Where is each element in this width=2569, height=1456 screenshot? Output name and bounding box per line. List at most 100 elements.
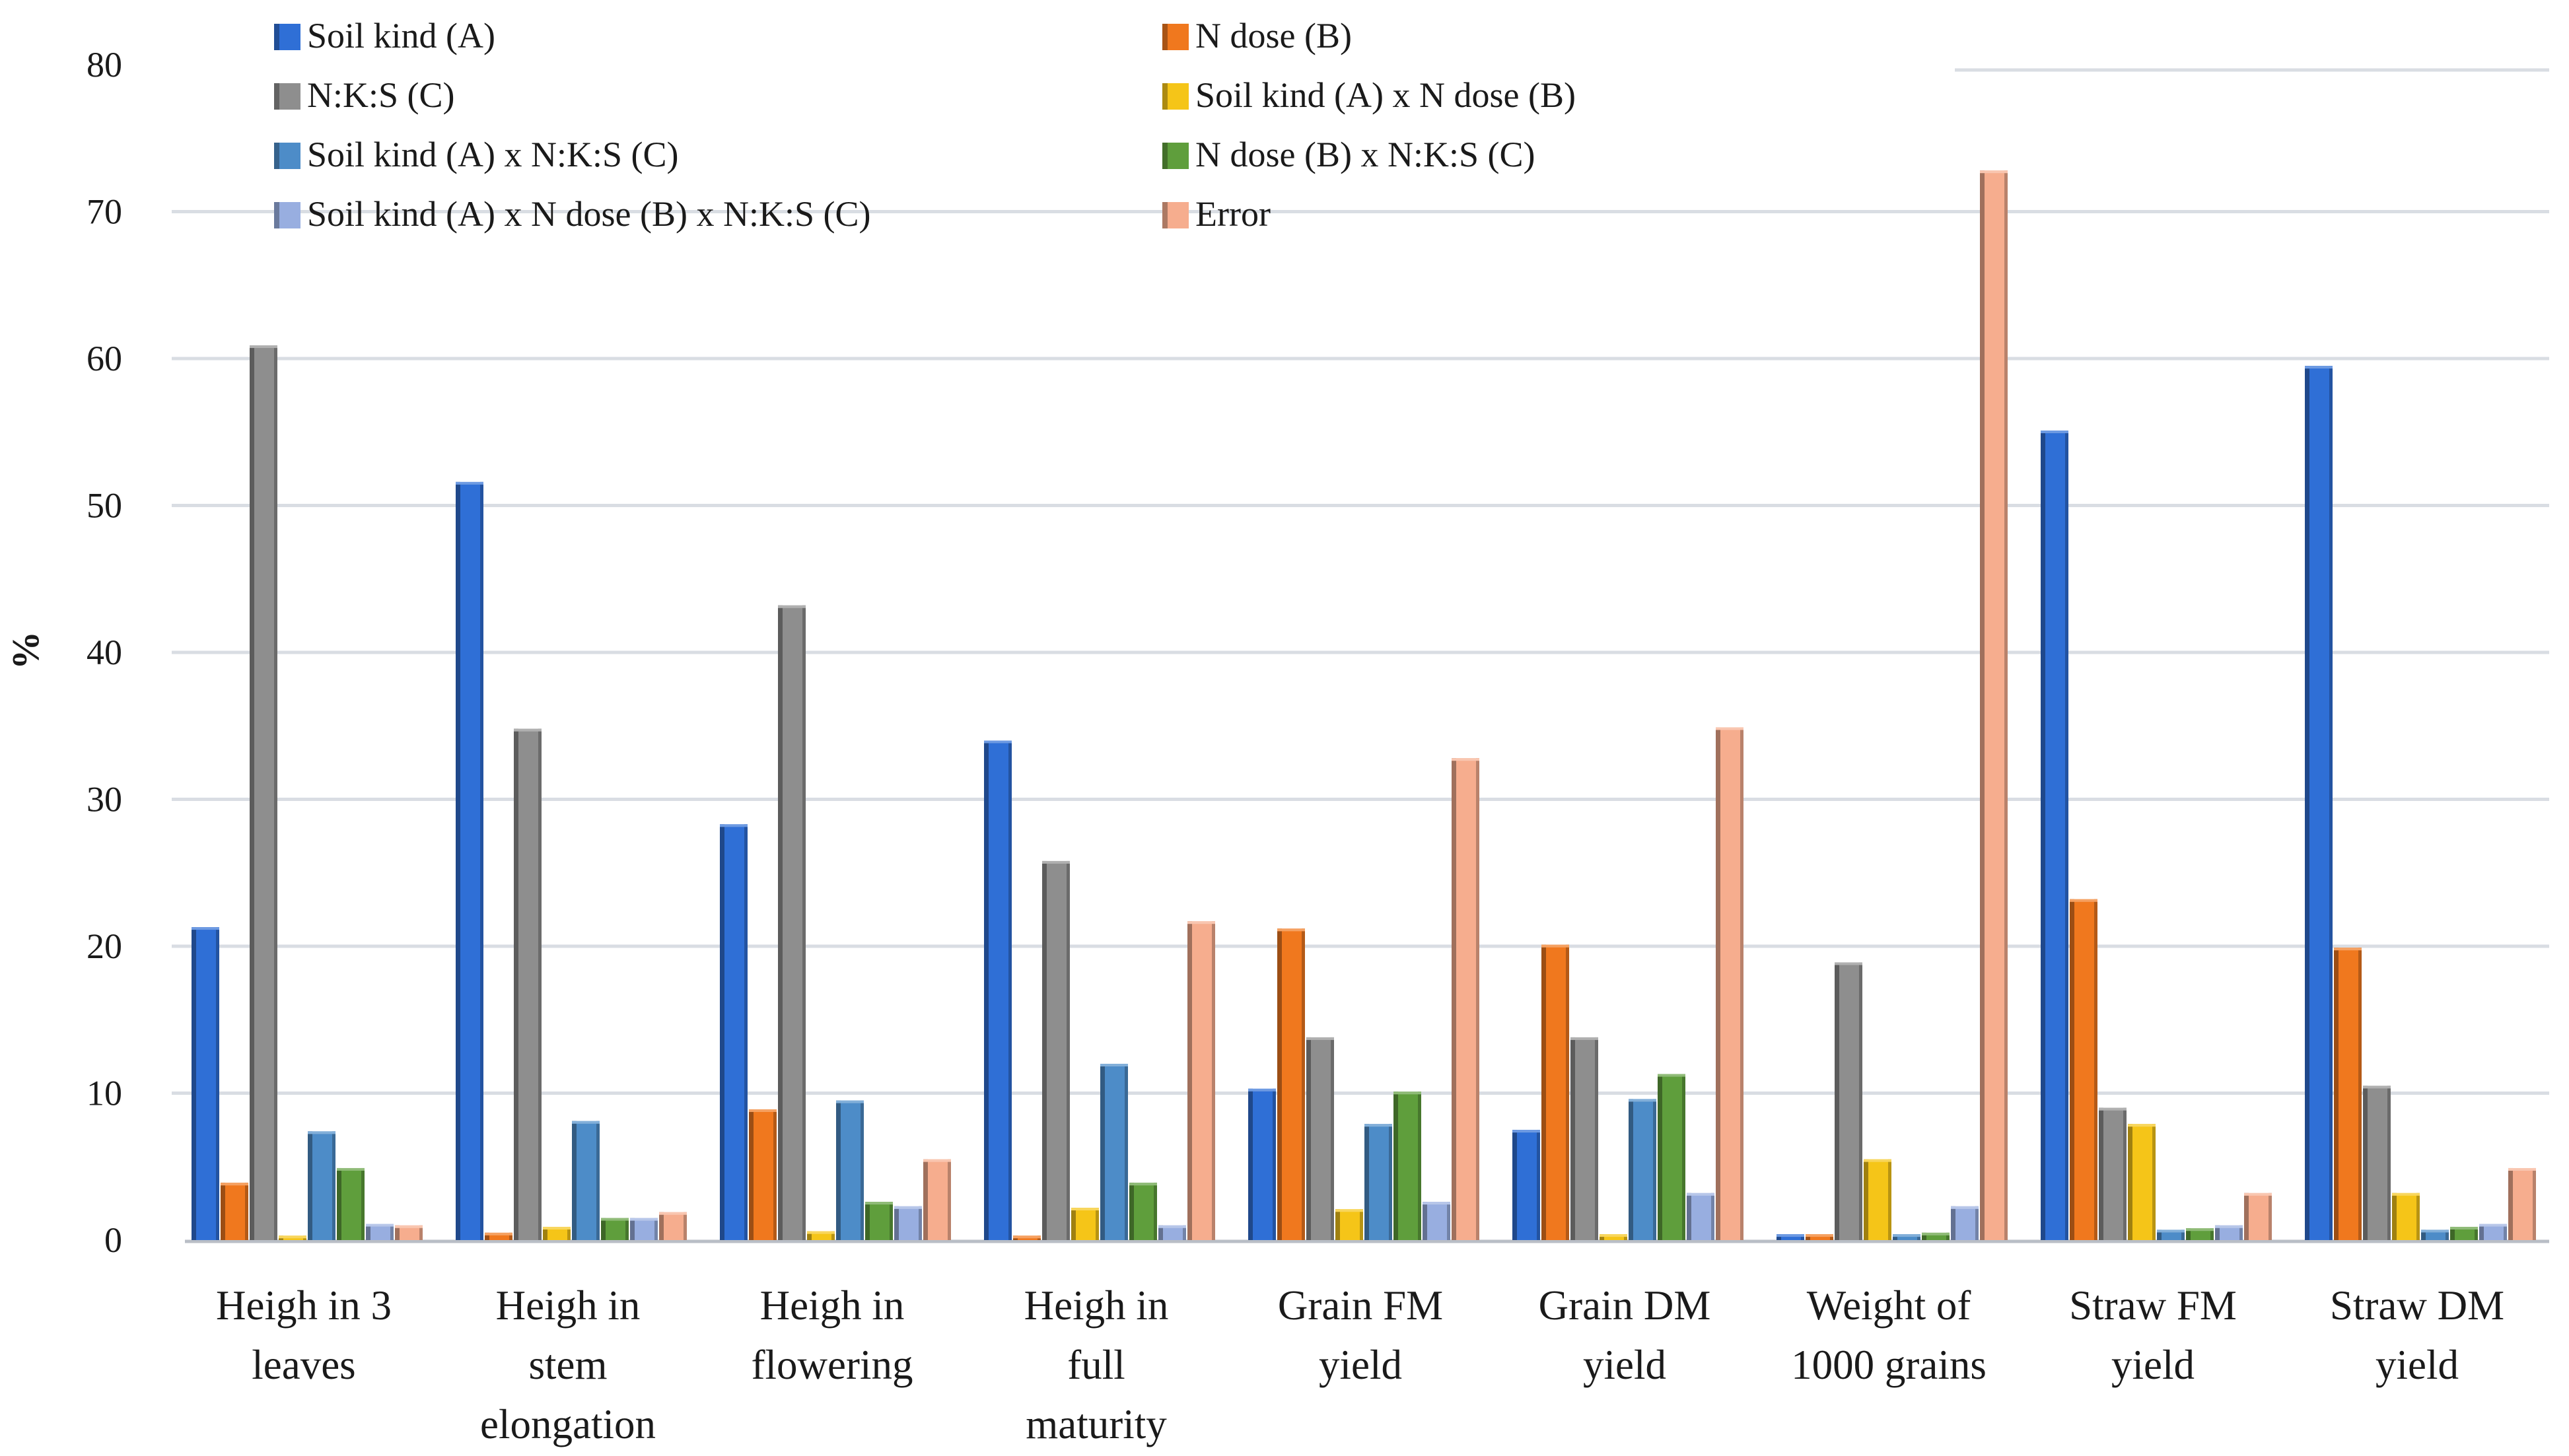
bar-top	[1364, 1124, 1392, 1127]
bar	[2157, 1230, 2185, 1240]
bar-top	[366, 1224, 394, 1227]
bar-edge	[1682, 1074, 1685, 1240]
bar-top	[2215, 1225, 2243, 1228]
bar-top	[2244, 1193, 2272, 1196]
bar-edge	[807, 1231, 812, 1240]
bar	[2099, 1107, 2127, 1240]
bar-edge	[572, 1121, 577, 1240]
legend-item: Soil kind (A)	[274, 16, 495, 55]
bar	[1187, 921, 1215, 1240]
bar-edge	[509, 1232, 512, 1240]
bar-edge	[2244, 1193, 2249, 1240]
x-tick-label: Heigh in full maturity	[1024, 1282, 1169, 1447]
bar	[1922, 1232, 1950, 1240]
bar-edge	[1859, 962, 1862, 1240]
bar-face	[1922, 1232, 1950, 1240]
bar-top	[659, 1212, 687, 1215]
bar	[2508, 1167, 2536, 1240]
bar-edge	[2004, 170, 2008, 1241]
bar	[659, 1212, 687, 1240]
bar	[984, 740, 1012, 1240]
bar-edge	[596, 1121, 600, 1240]
bar-face	[1777, 1234, 1804, 1240]
bar-edge	[1067, 860, 1070, 1240]
bar	[395, 1225, 423, 1240]
bar-edge	[2181, 1230, 2185, 1240]
legend-item: Soil kind (A) x N dose (B) x N:K:S (C)	[274, 194, 870, 234]
bar-edge	[1658, 1074, 1662, 1240]
bar-top	[2099, 1107, 2127, 1111]
bar	[2041, 431, 2068, 1240]
bar	[1393, 1092, 1421, 1240]
bar-top	[1980, 170, 2008, 174]
bar-edge	[1306, 1037, 1311, 1240]
bar-edge	[366, 1224, 370, 1240]
y-axis-label: %	[4, 631, 47, 670]
bar-edge	[1801, 1234, 1804, 1240]
bar-edge	[2215, 1225, 2220, 1240]
bar	[749, 1109, 777, 1240]
legend-swatch-edge	[274, 83, 279, 110]
bar-top	[778, 605, 806, 608]
bar-top	[1629, 1099, 1656, 1102]
bar-edge	[2450, 1226, 2455, 1240]
bar-edge	[308, 1131, 312, 1240]
bar-edge	[2152, 1124, 2156, 1240]
bar-top	[279, 1235, 306, 1239]
bar	[192, 927, 219, 1240]
bar	[1100, 1064, 1128, 1240]
bar-edge	[245, 1183, 248, 1240]
bar	[1777, 1234, 1804, 1240]
bar-edge	[831, 1231, 835, 1240]
bar-top	[1512, 1130, 1540, 1133]
bar-edge	[1042, 860, 1047, 1240]
bar-edge	[2421, 1230, 2426, 1240]
bar-edge	[802, 605, 806, 1240]
bar	[221, 1183, 248, 1240]
bar-edge	[1452, 758, 1456, 1240]
bar-edge	[1864, 1159, 1868, 1240]
legend-item: N dose (B)	[1162, 16, 1352, 55]
bar-edge	[2157, 1230, 2162, 1240]
x-tick-label: Heigh in 3 leaves	[216, 1282, 392, 1388]
bar-top	[1013, 1235, 1041, 1239]
legend-swatch-edge	[274, 143, 279, 169]
bar-top	[1658, 1074, 1685, 1077]
bar-edge	[894, 1206, 899, 1240]
bar-top	[630, 1218, 658, 1221]
bar-edge	[2504, 1224, 2507, 1240]
bar	[894, 1206, 922, 1240]
bar-top	[337, 1167, 365, 1171]
y-tick-label: 80	[87, 45, 122, 85]
bar-edge	[1212, 921, 1215, 1240]
bar-face	[395, 1225, 423, 1240]
bar-edge	[337, 1167, 341, 1240]
bar-top	[395, 1225, 423, 1228]
axes: % 0 10 20 30 40 50 60 70 80 Heigh in 3 leaves Heigh…	[4, 45, 2504, 1447]
bar-top	[2479, 1224, 2507, 1227]
bar	[572, 1121, 600, 1240]
legend-swatch-edge	[274, 202, 279, 228]
bar-face	[543, 1226, 571, 1240]
bar-top	[720, 824, 748, 827]
bar-face	[1806, 1234, 1833, 1240]
bar-edge	[948, 1159, 951, 1240]
bar-edge	[2128, 1124, 2132, 1240]
bar	[1570, 1037, 1598, 1240]
bar-edge	[1980, 170, 1985, 1241]
bar-top	[543, 1226, 571, 1230]
bar-top	[1777, 1234, 1804, 1237]
bar-face	[1158, 1225, 1186, 1240]
bar	[2363, 1086, 2391, 1240]
bar	[1512, 1130, 1540, 1240]
bar-edge	[1071, 1208, 1076, 1240]
bar	[807, 1231, 835, 1240]
bar	[2450, 1226, 2478, 1240]
bar-edge	[1687, 1193, 1691, 1240]
bar-edge	[2041, 431, 2045, 1240]
bar	[456, 481, 483, 1240]
bar-edge	[419, 1225, 423, 1240]
bar-edge	[1277, 928, 1282, 1240]
bar-edge	[1389, 1124, 1392, 1240]
bar-top	[1306, 1037, 1334, 1040]
